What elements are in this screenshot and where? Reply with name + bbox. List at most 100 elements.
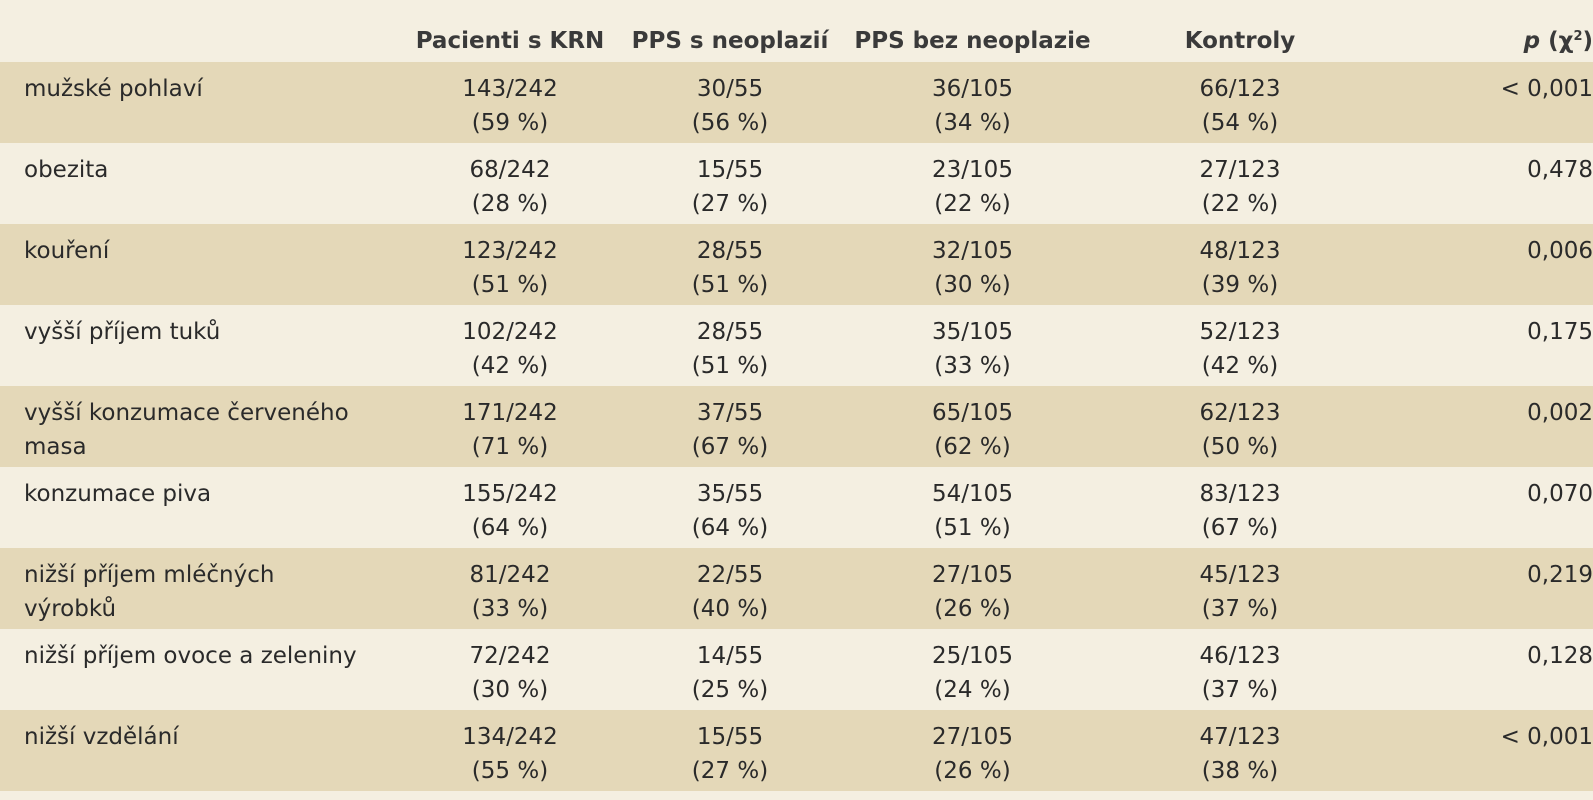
- cell-pacienti-krn-text: 102/242: [462, 319, 558, 345]
- table-row: vyšší konzumace červeného masa 171/242 (71…: [0, 386, 1593, 467]
- cell-kontroly-text: 48/123: [1199, 238, 1281, 264]
- cell-pps-bez-neoplazie-text: (26 %): [934, 758, 1011, 784]
- cell-p-value: 0,128: [1375, 629, 1593, 673]
- cell-kontroly: 52/123 (42 %): [1105, 305, 1375, 383]
- cell-pacienti-krn-text: (55 %): [471, 758, 549, 784]
- row-label: kouření: [0, 224, 400, 268]
- cell-kontroly-text: (39 %): [1201, 272, 1279, 298]
- table-header-row: Pacienti s KRN PPS s neoplazií PPS bez n…: [0, 0, 1593, 62]
- cell-pps-s-neoplazii-text: 15/55: [696, 724, 764, 750]
- header-pacienti-krn: Pacienti s KRN: [415, 28, 605, 54]
- cell-kontroly-text: 66/123: [1199, 76, 1281, 102]
- cell-p-value: 0,002: [1375, 386, 1593, 430]
- row-label: nižší vzdělání: [0, 710, 400, 754]
- cell-pps-bez-neoplazie-text: 27/105: [932, 724, 1013, 750]
- cell-pacienti-krn-text: (59 %): [471, 110, 549, 136]
- header-chi-close: ): [1582, 28, 1593, 54]
- cell-kontroly-text: 62/123: [1199, 400, 1281, 426]
- cell-p-value: < 0,001: [1375, 62, 1593, 106]
- table-row: nižší příjem ovoce a zeleniny 72/242 (30 %…: [0, 629, 1593, 710]
- cell-pps-bez-neoplazie-text: 25/105: [932, 643, 1013, 669]
- row-label-text: mužské pohlaví: [24, 76, 203, 102]
- cell-kontroly: 27/123 (22 %): [1105, 143, 1375, 221]
- cell-p-value: 0,175: [1375, 305, 1593, 349]
- cell-pacienti-krn-text: 155/242: [462, 481, 558, 507]
- row-label: mužské pohlaví: [0, 62, 400, 106]
- cell-pps-s-neoplazii: 30/55 (56 %): [620, 62, 840, 140]
- cell-p-value-text: 0,002: [1527, 400, 1593, 426]
- cell-kontroly: 45/123 (37 %): [1105, 548, 1375, 626]
- cell-kontroly-text: 83/123: [1199, 481, 1281, 507]
- cell-pacienti-krn-text: (51 %): [471, 272, 549, 298]
- cell-kontroly-text: 46/123: [1199, 643, 1281, 669]
- table-row: obezita 68/242 (28 %) 15/55 (27 %) 23/105 (22 …: [0, 143, 1593, 224]
- row-label-text: konzumace piva: [24, 481, 212, 507]
- cell-p-value-text: < 0,001: [1500, 724, 1593, 750]
- cell-pps-bez-neoplazie-text: (62 %): [934, 434, 1011, 460]
- cell-p-value: 0,478: [1375, 143, 1593, 187]
- cell-pacienti-krn-text: (30 %): [471, 677, 549, 703]
- cell-pps-bez-neoplazie-text: (33 %): [934, 353, 1011, 379]
- cell-pps-s-neoplazii-text: 28/55: [696, 319, 764, 345]
- cell-pps-s-neoplazii-text: (25 %): [691, 677, 769, 703]
- cell-pacienti-krn-text: (28 %): [471, 191, 549, 217]
- cell-pps-s-neoplazii-text: (67 %): [691, 434, 769, 460]
- cell-pacienti-krn-text: 68/242: [469, 157, 551, 183]
- cell-p-value-text: 0,070: [1527, 481, 1593, 507]
- cell-pacienti-krn: 68/242 (28 %): [400, 143, 620, 221]
- cell-kontroly: 62/123 (50 %): [1105, 386, 1375, 464]
- cell-kontroly-text: (37 %): [1201, 596, 1279, 622]
- cell-pps-s-neoplazii: 15/55 (27 %): [620, 710, 840, 788]
- cell-pps-bez-neoplazie-text: (30 %): [934, 272, 1011, 298]
- cell-pps-s-neoplazii: 35/55 (64 %): [620, 467, 840, 545]
- cell-kontroly-text: (22 %): [1201, 191, 1279, 217]
- cell-kontroly: 48/123 (39 %): [1105, 224, 1375, 302]
- cell-p-value-text: 0,219: [1527, 562, 1593, 588]
- row-label: nižší příjem mléčných výrobků: [0, 548, 400, 626]
- cell-kontroly-text: 52/123: [1199, 319, 1281, 345]
- cell-p-value-text: 0,478: [1527, 157, 1593, 183]
- cell-pps-s-neoplazii-text: 14/55: [696, 643, 764, 669]
- cell-pps-s-neoplazii: 28/55 (51 %): [620, 305, 840, 383]
- cell-pps-bez-neoplazie: 36/105 (34 %): [840, 62, 1105, 140]
- cell-pacienti-krn-text: (33 %): [471, 596, 549, 622]
- cell-pacienti-krn: 72/242 (30 %): [400, 629, 620, 707]
- cell-pps-bez-neoplazie-text: (24 %): [934, 677, 1011, 703]
- header-p-value: p (χ2): [1375, 0, 1593, 58]
- cell-pps-s-neoplazii: 14/55 (25 %): [620, 629, 840, 707]
- cell-kontroly-text: (38 %): [1201, 758, 1279, 784]
- header-chi-superscript: 2: [1573, 29, 1583, 44]
- cell-p-value-text: 0,175: [1527, 319, 1593, 345]
- cell-pps-bez-neoplazie: 27/105 (26 %): [840, 710, 1105, 788]
- cell-pacienti-krn-text: 123/242: [462, 238, 558, 264]
- cell-pacienti-krn: 102/242 (42 %): [400, 305, 620, 383]
- cell-pps-s-neoplazii-text: (27 %): [691, 758, 769, 784]
- row-label: konzumace piva: [0, 467, 400, 511]
- table-row: konzumace piva 155/242 (64 %) 35/55 (64 %) 54…: [0, 467, 1593, 548]
- cell-pacienti-krn: 143/242 (59 %): [400, 62, 620, 140]
- cell-pps-bez-neoplazie-text: (26 %): [934, 596, 1011, 622]
- cell-pps-bez-neoplazie: 23/105 (22 %): [840, 143, 1105, 221]
- cell-pps-s-neoplazii-text: (40 %): [691, 596, 769, 622]
- cell-p-value-text: 0,128: [1527, 643, 1593, 669]
- cell-pacienti-krn: 134/242 (55 %): [400, 710, 620, 788]
- table-row: nižší vzdělání 134/242 (55 %) 15/55 (27 %) 27…: [0, 710, 1593, 791]
- cell-pps-bez-neoplazie-text: 35/105: [932, 319, 1013, 345]
- cell-pps-s-neoplazii: 15/55 (27 %): [620, 143, 840, 221]
- row-label: vyšší příjem tuků: [0, 305, 400, 349]
- row-label: vyšší konzumace červeného masa: [0, 386, 400, 464]
- cell-kontroly-text: 45/123: [1199, 562, 1281, 588]
- cell-pps-s-neoplazii-text: (51 %): [691, 272, 769, 298]
- row-label-text: nižší vzdělání: [24, 724, 179, 750]
- cell-pps-bez-neoplazie: 32/105 (30 %): [840, 224, 1105, 302]
- cell-pps-bez-neoplazie-text: 23/105: [932, 157, 1013, 183]
- cell-pps-s-neoplazii: 22/55 (40 %): [620, 548, 840, 626]
- cell-pacienti-krn-text: 134/242: [462, 724, 558, 750]
- header-chi-open: (χ: [1548, 28, 1574, 54]
- cell-kontroly-text: (54 %): [1201, 110, 1279, 136]
- header-pps-bez-neoplazie: PPS bez neoplazie: [854, 28, 1091, 54]
- cell-pps-s-neoplazii: 37/55 (67 %): [620, 386, 840, 464]
- cell-pps-bez-neoplazie-text: 27/105: [932, 562, 1013, 588]
- cell-kontroly-text: (37 %): [1201, 677, 1279, 703]
- cell-pps-s-neoplazii-text: (51 %): [691, 353, 769, 379]
